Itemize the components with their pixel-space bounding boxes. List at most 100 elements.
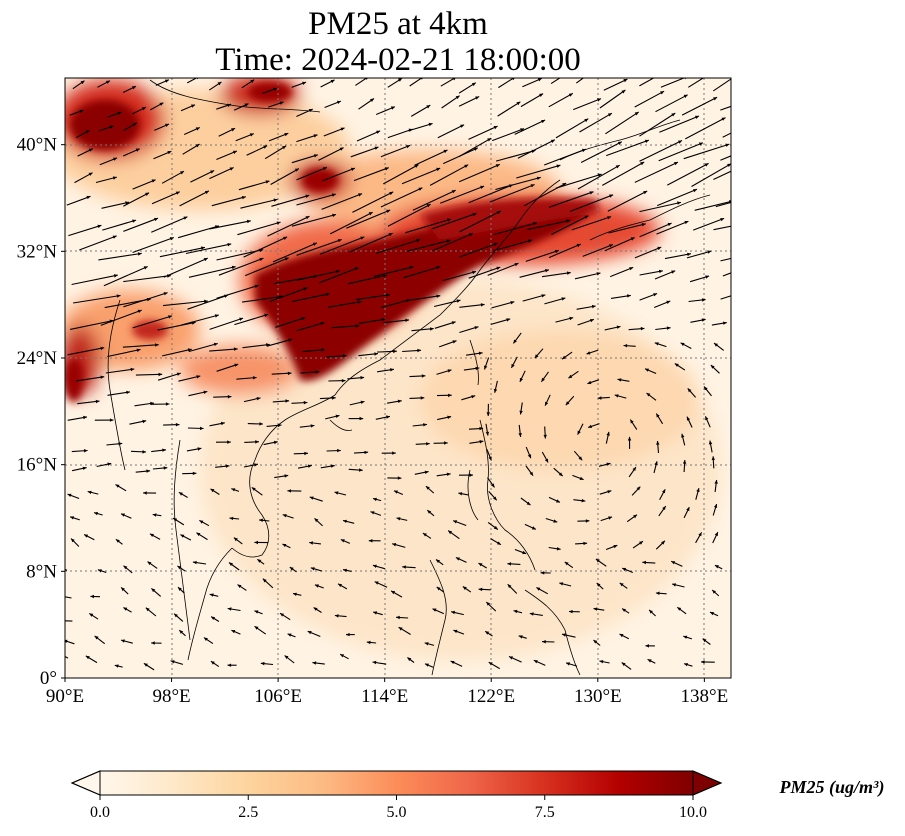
wind-vector-head — [750, 196, 754, 199]
wind-vector-head — [686, 507, 690, 512]
wind-vector-head — [174, 613, 178, 618]
wind-vector-shaft — [522, 294, 546, 302]
wind-vector-head — [493, 496, 497, 501]
wind-vector-shaft — [240, 198, 278, 209]
wind-vector-head — [545, 401, 549, 406]
wind-vector-head — [145, 192, 150, 196]
wind-vector-head — [406, 298, 411, 303]
wind-vector-head — [321, 348, 325, 352]
lon-tick-label: 130°E — [574, 686, 622, 707]
wind-vector-head — [169, 237, 174, 241]
wind-vector-head — [711, 71, 715, 74]
wind-vector-head — [682, 460, 687, 464]
wind-vector-head — [386, 209, 391, 213]
wind-vector-head — [530, 184, 535, 188]
wind-vector-head — [680, 342, 685, 347]
wind-vector-head — [632, 467, 636, 471]
wind-vector-shaft — [639, 140, 683, 162]
wind-vector-head — [544, 458, 549, 463]
wind-vector-head — [636, 486, 641, 491]
wind-vector-head — [417, 348, 421, 353]
wind-vector-head — [143, 491, 147, 495]
wind-vector-head — [540, 571, 545, 575]
wind-vector-shaft — [712, 78, 731, 92]
wind-vector-head — [674, 363, 679, 367]
wind-vector-head — [485, 631, 490, 635]
wind-vector-head — [370, 98, 374, 102]
lon-tick-label: 138°E — [681, 686, 729, 707]
wind-vector-head — [183, 216, 188, 220]
wind-vector-head — [451, 610, 455, 615]
wind-vector-head — [677, 201, 681, 205]
wind-vector-head — [511, 78, 515, 81]
wind-vector-shaft — [495, 176, 541, 191]
wind-vector-shaft — [216, 284, 259, 299]
wind-vector-head — [320, 321, 325, 326]
wind-vector-head — [113, 157, 118, 161]
wind-vector-shaft — [331, 325, 360, 329]
wind-vector-head — [595, 559, 600, 563]
wind-vector-head — [426, 204, 431, 208]
wind-vector-shaft — [188, 342, 218, 353]
wind-vector-head — [288, 338, 293, 342]
wind-vector-shaft — [123, 217, 159, 232]
wind-vector-head — [84, 534, 89, 538]
wind-vector-head — [681, 433, 685, 438]
wind-vector-shaft — [358, 318, 386, 324]
wind-vector-head — [418, 187, 423, 191]
wind-vector-head — [662, 489, 666, 494]
wind-vector-head — [309, 541, 313, 545]
wind-vector-head — [227, 440, 231, 444]
wind-vector-head — [672, 583, 676, 587]
wind-vector-shaft — [380, 299, 411, 309]
wind-vector-shaft — [291, 293, 330, 303]
wind-vector-head — [584, 118, 589, 123]
wind-vector-shaft — [178, 375, 201, 382]
wind-vector-head — [285, 399, 290, 403]
wind-vector-shaft — [575, 78, 585, 84]
wind-vector-head — [254, 610, 259, 614]
wind-vector-head — [754, 97, 758, 100]
wind-vector-head — [472, 270, 476, 275]
wind-vector-head — [683, 94, 688, 98]
wind-vector-head — [723, 321, 727, 325]
wind-vector-head — [541, 120, 546, 124]
wind-vector-shaft — [188, 266, 236, 278]
wind-vector-head — [374, 581, 379, 585]
wind-vector-head — [621, 90, 626, 94]
wind-vector-shaft — [609, 266, 634, 278]
wind-vector-head — [629, 267, 634, 271]
wind-vector-head — [368, 539, 373, 543]
wind-vector-head — [655, 591, 660, 595]
wind-vector-head — [713, 97, 718, 101]
wind-vector-shaft — [65, 655, 69, 659]
wind-vector-shaft — [151, 216, 188, 233]
wind-vector-head — [397, 399, 402, 403]
wind-vector-head — [687, 252, 691, 257]
wind-vector-head — [355, 324, 360, 328]
wind-vector-shaft — [237, 221, 281, 236]
wind-vector-head — [566, 219, 571, 223]
wind-vector-head — [425, 486, 430, 490]
wind-vector-head — [684, 220, 689, 225]
wind-vector-head — [528, 239, 533, 243]
wind-vector-shaft — [185, 243, 232, 255]
wind-vector-shaft — [122, 344, 159, 348]
wind-vector-head — [357, 300, 362, 304]
wind-vector-head — [678, 140, 682, 144]
wind-vector-shaft — [544, 148, 586, 166]
wind-vector-head — [566, 271, 571, 275]
wind-vector-shaft — [163, 257, 209, 278]
wind-vector-head — [282, 514, 287, 518]
wind-vector-head — [409, 265, 414, 270]
wind-vector-head — [359, 416, 364, 421]
wind-vector-head — [486, 412, 490, 416]
map-title-line1: PM25 at 4km — [308, 6, 488, 42]
wind-vector-shaft — [437, 124, 465, 139]
wind-vector-head — [179, 630, 184, 634]
wind-vector-shaft — [489, 183, 535, 203]
wind-vector-head — [229, 562, 233, 566]
wind-vector-head — [234, 363, 239, 367]
lat-tick-label: 40°N — [17, 135, 58, 156]
wind-vector-head — [640, 162, 645, 166]
